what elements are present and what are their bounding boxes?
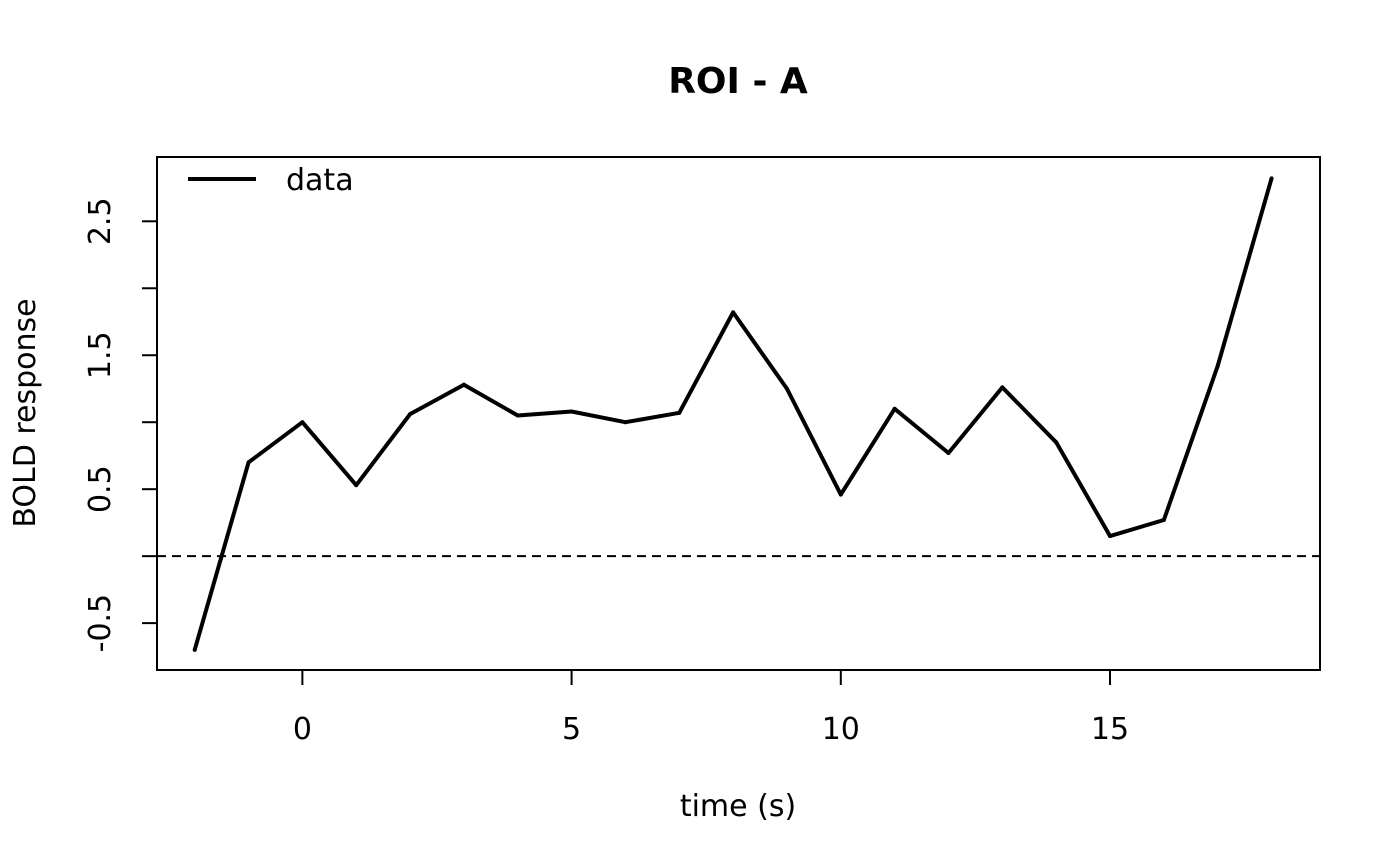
series-line-data <box>192 177 1274 651</box>
data-point <box>946 451 951 456</box>
x-axis-label: time (s) <box>680 789 796 824</box>
legend: data <box>188 163 354 198</box>
data-point <box>1054 440 1059 445</box>
y-tick-label: 1.5 <box>83 331 118 379</box>
data-point <box>1269 176 1274 181</box>
data-point <box>461 382 466 387</box>
data-point <box>515 413 520 418</box>
data-point <box>892 406 897 411</box>
data-point <box>408 412 413 417</box>
data-point <box>1108 534 1113 539</box>
y-tick-label: -0.5 <box>83 594 118 653</box>
legend-entry-data: data <box>286 163 354 198</box>
data-point <box>677 410 682 415</box>
x-tick-label: 15 <box>1091 712 1129 747</box>
x-tick-label: 5 <box>562 712 581 747</box>
data-point <box>784 386 789 391</box>
y-tick-label: 0.5 <box>83 465 118 513</box>
data-point <box>1161 517 1166 522</box>
data-point <box>1215 363 1220 368</box>
x-tick-label: 10 <box>822 712 860 747</box>
series-layer <box>192 176 1274 652</box>
data-point <box>731 310 736 315</box>
data-point <box>1000 385 1005 390</box>
data-point <box>300 420 305 425</box>
data-point <box>569 409 574 414</box>
data-point <box>246 460 251 465</box>
data-point <box>838 492 843 497</box>
data-point <box>354 483 359 488</box>
x-tick-label: 0 <box>293 712 312 747</box>
y-axis-label: BOLD response <box>8 298 43 527</box>
y-axis: -0.5 0.5 1.5 2.5 <box>83 197 157 652</box>
x-axis: 0 5 10 15 <box>293 670 1129 747</box>
data-point <box>623 420 628 425</box>
y-tick-label: 2.5 <box>83 197 118 245</box>
plot-frame <box>156 156 1321 671</box>
chart-title: ROI - A <box>668 61 808 102</box>
data-point <box>192 647 197 652</box>
